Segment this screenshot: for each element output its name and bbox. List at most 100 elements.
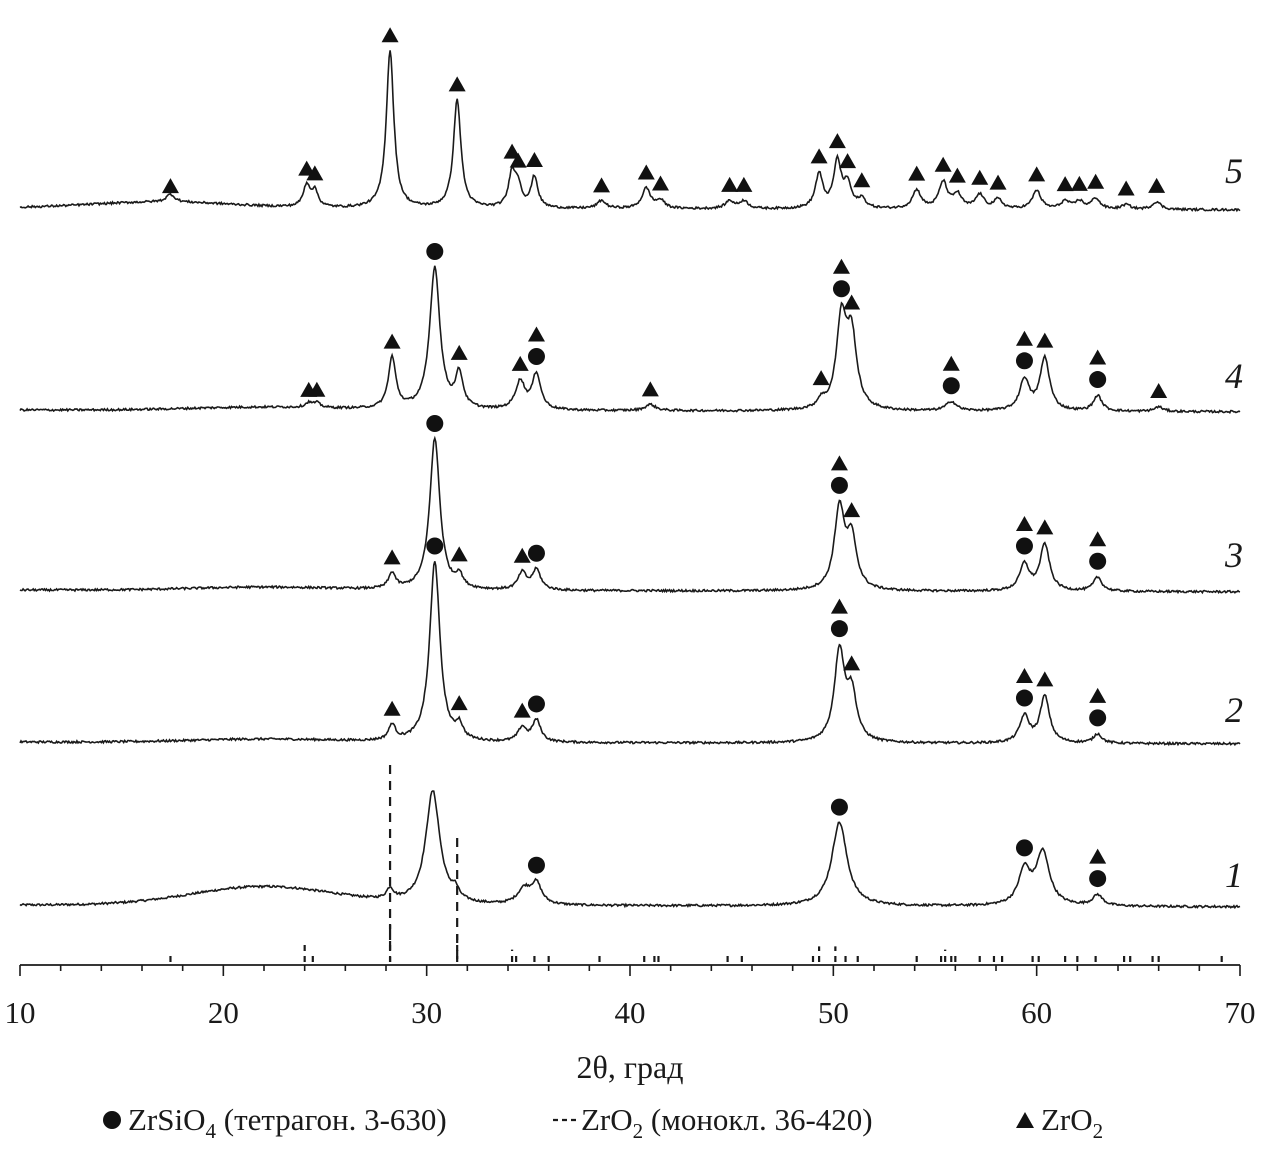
x-tick-label: 40 bbox=[615, 995, 646, 1030]
x-tick-label: 60 bbox=[1021, 995, 1052, 1030]
zro2-marker bbox=[810, 148, 828, 164]
zrsio4-marker bbox=[830, 798, 848, 816]
pattern-curve-3 bbox=[19, 435, 1241, 595]
zro2-marker bbox=[1015, 330, 1033, 346]
zro2-marker bbox=[1036, 519, 1054, 535]
zro2-marker bbox=[853, 172, 871, 188]
zro2-marker bbox=[637, 164, 655, 180]
curve-label-4: 4 bbox=[1225, 356, 1243, 396]
zro2-marker bbox=[448, 76, 466, 92]
zro2-marker bbox=[383, 333, 401, 349]
zrsio4-marker bbox=[527, 544, 545, 562]
zro2-marker bbox=[1087, 173, 1105, 189]
x-axis-label: 2θ, град bbox=[577, 1049, 684, 1085]
zrsio4-marker bbox=[1089, 371, 1107, 389]
legend-circle-icon bbox=[103, 1111, 121, 1129]
pattern-curves bbox=[19, 50, 1241, 910]
zrsio4-marker bbox=[1089, 870, 1107, 888]
zrsio4-marker bbox=[1089, 709, 1107, 727]
pattern-curve-1 bbox=[19, 790, 1241, 910]
curve-label-3: 3 bbox=[1224, 535, 1243, 575]
zro2-marker bbox=[735, 176, 753, 192]
x-axis: 10 20 30 40 50 60 70 bbox=[5, 964, 1256, 1030]
zrsio4-marker bbox=[832, 280, 850, 298]
zro2-marker bbox=[527, 326, 545, 342]
zro2-marker bbox=[1150, 382, 1168, 398]
zro2-marker bbox=[1089, 531, 1107, 547]
zrsio4-marker bbox=[1015, 537, 1033, 555]
zro2-marker bbox=[908, 165, 926, 181]
zro2-marker bbox=[383, 549, 401, 565]
zro2-marker bbox=[1089, 848, 1107, 864]
zro2-marker bbox=[381, 27, 399, 43]
zro2-marker bbox=[503, 143, 521, 159]
zro2-marker bbox=[812, 370, 830, 386]
legend-label: ZrO2 bbox=[1041, 1102, 1103, 1143]
zro2-marker bbox=[513, 702, 531, 718]
zro2-marker bbox=[511, 355, 529, 371]
zro2-marker bbox=[1028, 166, 1046, 182]
zrsio4-marker bbox=[942, 377, 960, 395]
phase-markers bbox=[161, 27, 1168, 888]
zro2-marker bbox=[1089, 687, 1107, 703]
zrsio4-marker bbox=[1089, 552, 1107, 570]
zro2-marker bbox=[1015, 516, 1033, 532]
reference-lines bbox=[169, 765, 1223, 962]
pattern-curve-4 bbox=[19, 265, 1241, 414]
zro2-marker bbox=[1015, 668, 1033, 684]
curve-label-5: 5 bbox=[1225, 151, 1243, 191]
zrsio4-marker bbox=[830, 476, 848, 494]
zro2-marker bbox=[450, 546, 468, 562]
pattern-curve-2 bbox=[19, 561, 1241, 747]
zro2-marker bbox=[942, 355, 960, 371]
zrsio4-marker bbox=[527, 856, 545, 874]
zro2-marker bbox=[1117, 180, 1135, 196]
zrsio4-marker bbox=[1015, 352, 1033, 370]
zrsio4-marker bbox=[1015, 839, 1033, 857]
zro2-marker bbox=[652, 175, 669, 191]
zro2-marker bbox=[525, 152, 543, 168]
zrsio4-marker bbox=[426, 537, 444, 555]
zro2-marker bbox=[1148, 177, 1166, 193]
zrsio4-marker bbox=[1015, 689, 1033, 707]
zro2-marker bbox=[971, 169, 989, 185]
zro2-marker bbox=[948, 167, 966, 183]
zro2-marker bbox=[593, 177, 611, 193]
zro2-marker bbox=[1070, 175, 1088, 191]
zro2-marker bbox=[383, 700, 401, 716]
zrsio4-marker bbox=[830, 620, 848, 638]
zro2-marker bbox=[830, 455, 848, 471]
curve-labels: 1 2 3 4 5 bbox=[1224, 151, 1243, 895]
legend-label: ZrSiO4 (тетрагон. 3-630) bbox=[128, 1102, 447, 1143]
curve-label-2: 2 bbox=[1225, 690, 1243, 730]
zrsio4-marker bbox=[527, 695, 545, 713]
zro2-marker bbox=[450, 344, 468, 360]
zrsio4-marker bbox=[426, 242, 444, 260]
x-tick-label: 50 bbox=[818, 995, 849, 1030]
zro2-marker bbox=[298, 160, 316, 176]
x-tick-label: 10 bbox=[5, 995, 36, 1030]
zro2-marker bbox=[308, 381, 326, 397]
zro2-marker bbox=[843, 655, 861, 671]
legend-triangle-icon bbox=[1016, 1112, 1034, 1128]
zro2-marker bbox=[843, 294, 861, 310]
zro2-marker bbox=[509, 152, 527, 168]
zro2-marker bbox=[1089, 349, 1107, 365]
legend-label: ZrO2 (монокл. 36-420) bbox=[581, 1102, 873, 1143]
zro2-marker bbox=[306, 165, 324, 181]
pattern-curve-5 bbox=[19, 50, 1241, 213]
curve-label-1: 1 bbox=[1225, 855, 1243, 895]
zro2-marker bbox=[450, 695, 468, 711]
zrsio4-marker bbox=[426, 414, 444, 432]
zro2-marker bbox=[843, 502, 861, 518]
zro2-marker bbox=[839, 153, 857, 169]
zro2-marker bbox=[828, 133, 846, 149]
x-tick-label: 70 bbox=[1225, 995, 1256, 1030]
zro2-marker bbox=[641, 381, 659, 397]
zro2-marker bbox=[161, 178, 179, 194]
zro2-marker bbox=[721, 176, 739, 192]
zro2-marker bbox=[989, 174, 1007, 190]
zro2-marker bbox=[830, 598, 848, 614]
zro2-marker bbox=[1036, 332, 1054, 348]
